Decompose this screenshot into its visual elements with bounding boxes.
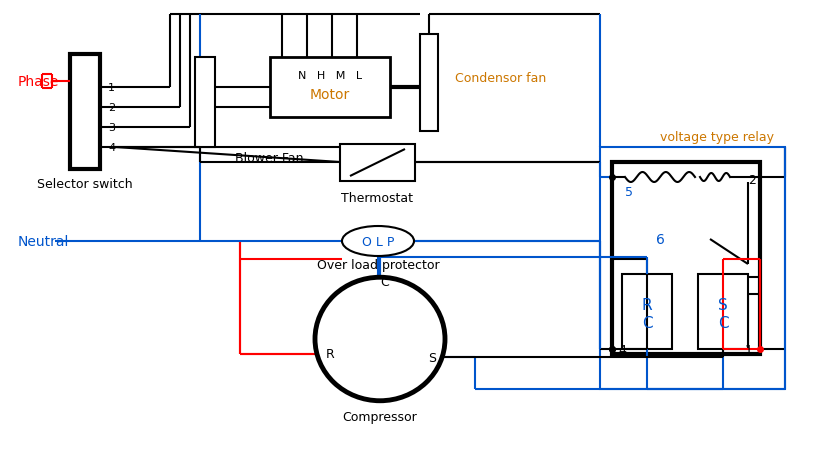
Text: Phase: Phase [18,75,59,89]
Text: 4: 4 [108,143,115,153]
Text: Selector switch: Selector switch [37,178,133,191]
Text: Over load protector: Over load protector [317,258,439,271]
Bar [612,162,760,354]
Text: 2: 2 [108,103,115,113]
Text: 2: 2 [748,173,756,186]
Bar [270,58,390,118]
Text: O L P: O L P [362,235,394,248]
Text: 5: 5 [625,186,633,199]
Text: 6: 6 [655,233,664,246]
Text: R: R [326,348,334,361]
Text: 1: 1 [745,343,753,356]
Text: S: S [718,297,728,312]
Text: Blower Fan: Blower Fan [235,151,304,164]
Text: R: R [642,297,652,312]
Bar [698,274,748,349]
Bar [70,55,100,170]
Text: 1: 1 [108,83,115,93]
Text: Neutral: Neutral [18,235,70,248]
Text: C: C [381,276,389,289]
Text: C: C [717,315,728,330]
Text: N   H   M   L: N H M L [298,71,362,81]
Text: S: S [428,351,436,364]
Bar [340,145,415,182]
Ellipse shape [342,226,414,257]
Bar [600,148,785,389]
Text: 4: 4 [618,343,626,356]
Text: C: C [642,315,652,330]
Text: 3: 3 [108,123,115,133]
Bar [195,58,215,148]
Text: voltage type relay: voltage type relay [660,131,774,144]
Text: Compressor: Compressor [342,411,418,424]
Bar [420,35,438,132]
Ellipse shape [315,278,445,401]
Text: Thermostat: Thermostat [341,191,413,204]
Text: Condensor fan: Condensor fan [455,71,546,84]
Bar [622,274,672,349]
Text: Motor: Motor [310,88,351,102]
